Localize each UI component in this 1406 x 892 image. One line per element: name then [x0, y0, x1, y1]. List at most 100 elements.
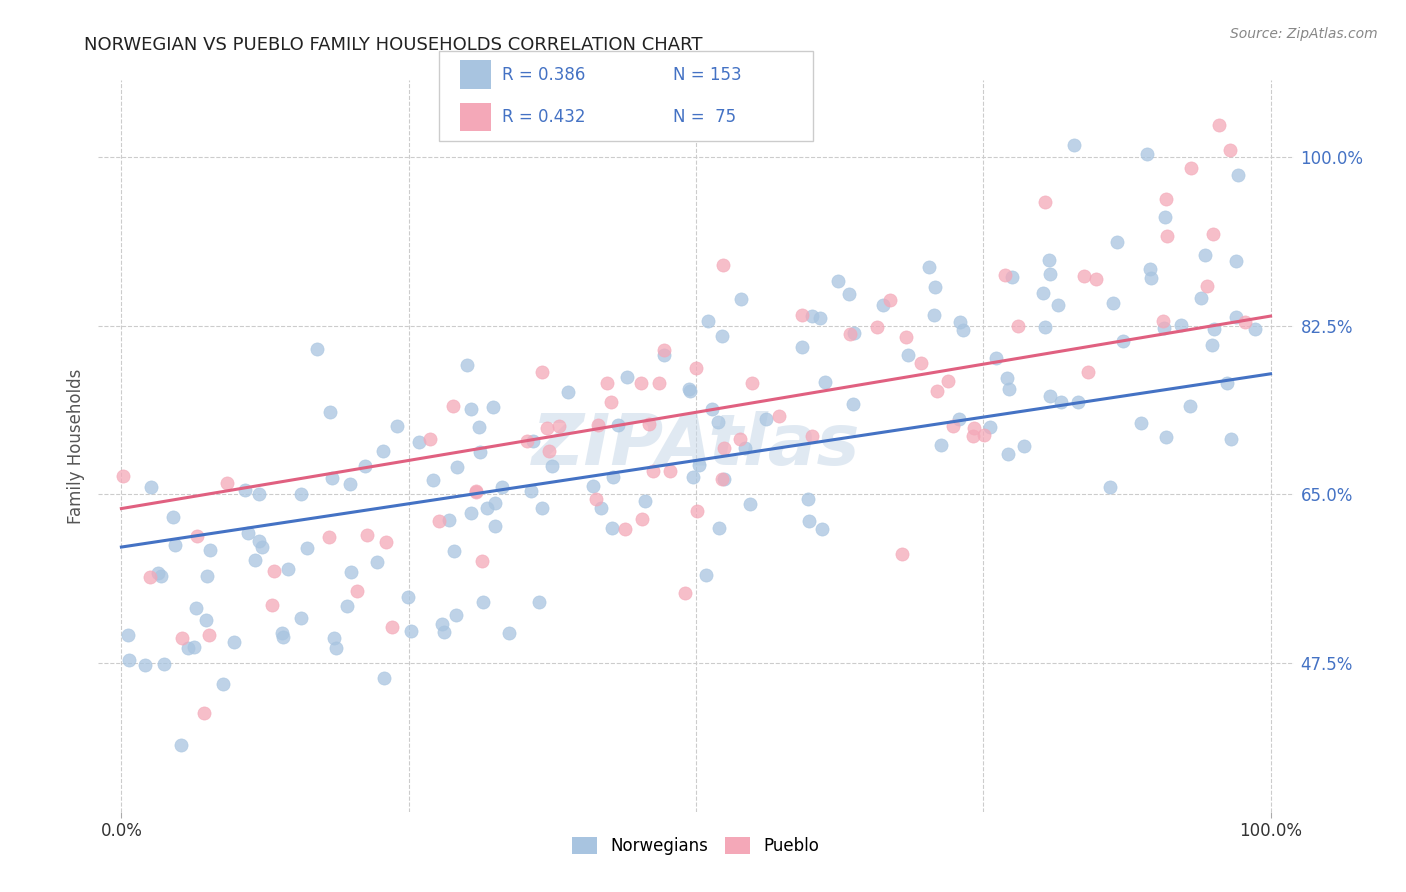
Point: [117, 628, 139, 642]
Point: [995, 371, 1018, 385]
Point: [1180, 161, 1202, 175]
Point: [838, 287, 860, 301]
Point: [212, 677, 235, 691]
Text: N =  75: N = 75: [673, 108, 737, 126]
Point: [375, 535, 398, 549]
Point: [1039, 389, 1062, 403]
Point: [1140, 270, 1163, 285]
Point: [484, 519, 506, 533]
Point: [922, 308, 945, 322]
Point: [702, 401, 724, 416]
Point: [307, 342, 329, 356]
Point: [356, 527, 378, 541]
Point: [250, 541, 273, 555]
Point: [890, 547, 912, 561]
Point: [643, 464, 665, 478]
Point: [273, 630, 295, 644]
Point: [346, 584, 368, 599]
Point: [1201, 338, 1223, 352]
Point: [247, 487, 270, 501]
Point: [385, 419, 408, 434]
Point: [1156, 430, 1178, 444]
Point: [630, 376, 652, 390]
Point: [616, 370, 638, 384]
Point: [498, 625, 520, 640]
Point: [437, 513, 460, 527]
Point: [801, 309, 824, 323]
Point: [894, 329, 917, 343]
Point: [713, 472, 735, 486]
Point: [1129, 416, 1152, 430]
Point: [465, 484, 488, 499]
Point: [1033, 194, 1056, 209]
Point: [697, 314, 720, 328]
Point: [471, 554, 494, 568]
Point: [799, 514, 821, 528]
Point: [1202, 322, 1225, 336]
Point: [195, 568, 218, 582]
Point: [1154, 211, 1177, 225]
Point: [973, 427, 995, 442]
Point: [600, 395, 623, 409]
Point: [918, 260, 941, 275]
Point: [484, 496, 506, 510]
Point: [520, 483, 543, 498]
Point: [688, 458, 710, 472]
Point: [994, 268, 1017, 282]
Point: [585, 492, 607, 507]
Point: [354, 458, 377, 473]
Point: [1170, 318, 1192, 332]
Point: [811, 523, 834, 537]
Point: [325, 641, 347, 656]
Point: [172, 631, 194, 645]
Point: [963, 420, 986, 434]
Point: [263, 564, 285, 578]
Point: [139, 570, 162, 584]
Point: [441, 399, 464, 413]
Point: [198, 628, 221, 642]
Point: [419, 432, 441, 446]
Point: [866, 320, 889, 334]
Point: [540, 458, 562, 473]
Point: [149, 569, 172, 583]
Point: [984, 351, 1007, 366]
Point: [468, 445, 491, 459]
Point: [948, 412, 970, 426]
Point: [582, 479, 605, 493]
Point: [949, 315, 972, 329]
Point: [195, 613, 218, 627]
Point: [1152, 314, 1174, 328]
Point: [1077, 365, 1099, 379]
Point: [516, 434, 538, 449]
Point: [929, 437, 952, 451]
Point: [186, 529, 208, 543]
Point: [399, 624, 422, 638]
Point: [183, 640, 205, 654]
Point: [339, 477, 361, 491]
Point: [600, 521, 623, 535]
Point: [679, 384, 702, 398]
Point: [1189, 291, 1212, 305]
Point: [648, 376, 671, 390]
Point: [897, 348, 920, 362]
Point: [638, 417, 661, 432]
Point: [1001, 270, 1024, 285]
Point: [396, 591, 419, 605]
Point: [706, 415, 728, 429]
Point: [422, 473, 444, 487]
Text: NORWEGIAN VS PUEBLO FAMILY HOUSEHOLDS CORRELATION CHART: NORWEGIAN VS PUEBLO FAMILY HOUSEHOLDS CO…: [84, 36, 703, 54]
Point: [277, 562, 299, 576]
Point: [682, 470, 704, 484]
Point: [1178, 399, 1201, 413]
Point: [602, 470, 624, 484]
Point: [979, 420, 1001, 434]
Point: [318, 530, 340, 544]
Point: [1136, 147, 1159, 161]
Point: [460, 402, 482, 417]
Point: [827, 274, 849, 288]
Point: [730, 292, 752, 306]
Point: [813, 376, 835, 390]
Point: [707, 521, 730, 535]
Point: [381, 620, 404, 634]
Point: [427, 514, 450, 528]
